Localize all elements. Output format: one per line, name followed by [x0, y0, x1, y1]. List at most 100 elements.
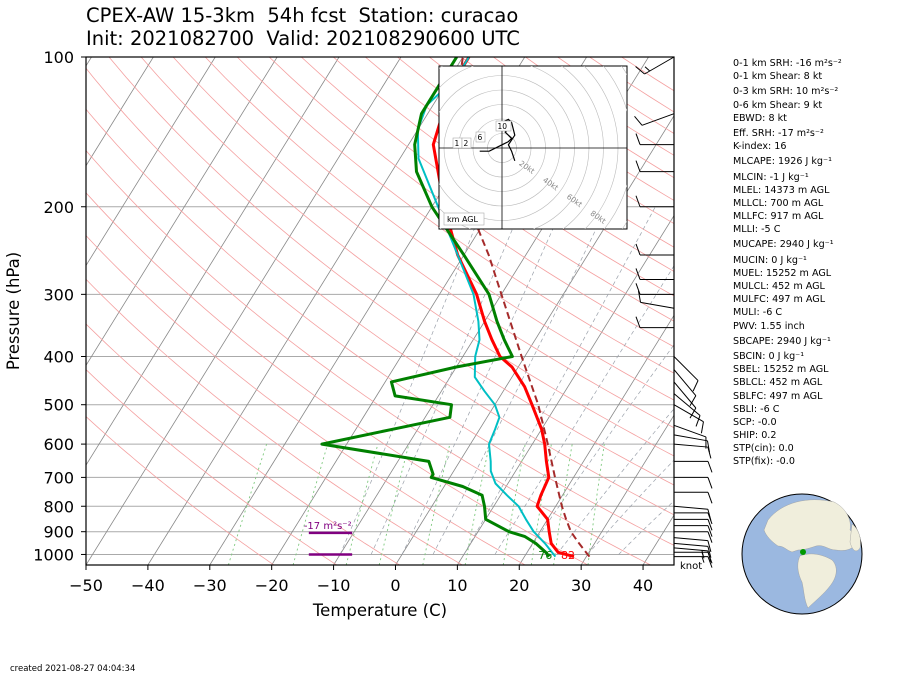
dry-adiabat-line [86, 150, 651, 565]
y-tick-label: 400 [43, 348, 74, 367]
x-axis-label: Temperature (C) [312, 601, 447, 620]
y-tick-label: 600 [43, 435, 74, 454]
x-tick-label: 30 [571, 576, 591, 595]
plot-area [86, 57, 674, 565]
chart-title-line2: Init: 2021082700 Valid: 202108290600 UTC [86, 27, 520, 50]
hodograph-height-label: 6 [478, 133, 483, 142]
hodograph-height-box [475, 131, 486, 143]
dry-adiabat-line [86, 416, 275, 565]
sounding-parameters: 0-1 km SRH: -16 m²s⁻² 0-1 km Shear: 8 kt 0… [733, 57, 842, 469]
isotherm-line [86, 57, 402, 565]
wind-barb [674, 531, 713, 543]
dry-adiabat-line [86, 235, 526, 565]
wind-barb-flag [706, 440, 711, 453]
wind-barb-flag [707, 446, 712, 459]
wind-barb-flag [635, 268, 641, 280]
wind-barb-flag [707, 550, 712, 563]
x-tick-label: −40 [131, 576, 165, 595]
wind-barb [674, 476, 713, 489]
x-tick-label: −10 [317, 576, 351, 595]
srh-label: -17 m²s⁻² [304, 521, 352, 532]
isotherm-line [86, 57, 340, 466]
wind-barb-flag [635, 133, 641, 145]
y-axis-label: Pressure (hPa) [4, 252, 23, 370]
dry-adiabat-line [86, 67, 674, 516]
wind-barb [635, 268, 674, 280]
dry-adiabat-line [86, 323, 400, 565]
isotherm-line [86, 57, 278, 367]
param-line: 0-3 km SRH: 10 m²s⁻² [733, 86, 839, 98]
isotherm-line [86, 57, 154, 167]
wind-barb-flag [707, 540, 712, 553]
wind-barb-flag [692, 380, 699, 392]
dry-adiabat-line [301, 57, 674, 322]
param-line: SBCAPE: 2940 J kg⁻¹ [733, 335, 831, 347]
dry-adiabat-line [204, 57, 674, 401]
moist-adiabat-line [401, 206, 564, 555]
y-tick-label: 1000 [33, 545, 74, 564]
x-tick-label: −30 [193, 576, 227, 595]
wind-barb [673, 369, 697, 407]
wind-barb-flag [707, 531, 713, 543]
param-line: STP(fix): -0.0 [733, 456, 795, 468]
wind-barb [673, 381, 697, 419]
wind-barb-staff [644, 56, 675, 75]
globe-south-america [797, 553, 837, 609]
hodograph-units-label: km AGL [447, 215, 479, 224]
chart-title-line1: CPEX-AW 15-3km 54h fcst Station: curacao [86, 4, 519, 27]
dry-adiabat-line [365, 57, 674, 272]
wind-barb-flag [635, 66, 645, 75]
x-tick-label: 40 [633, 576, 653, 595]
wind-barb-staff [673, 542, 708, 547]
moist-adiabat-line [463, 206, 656, 555]
isotherm-line [86, 57, 216, 267]
wind-barb-staff [673, 356, 699, 381]
wind-barb [635, 316, 674, 329]
wind-barb-flag [635, 243, 641, 256]
wind-barb-flag [635, 316, 641, 328]
hodograph-units-box [443, 212, 485, 226]
mixing-ratio-line [464, 444, 490, 565]
dry-adiabat-line [108, 57, 674, 486]
param-line: 0-6 km Shear: 9 kt [733, 99, 823, 111]
isotherm-line [457, 214, 674, 565]
globe-north-america [763, 499, 857, 553]
dry-adiabat-line [268, 57, 674, 348]
wind-barb [635, 56, 675, 75]
wind-barb-staff [673, 547, 708, 552]
hodograph-height-label: 10 [498, 122, 508, 131]
wind-barb-staff [673, 505, 708, 510]
surface-dewpoint-label: 76 [538, 549, 552, 562]
param-line: MULCL: 452 m AGL [733, 281, 825, 292]
dewpoint-trace [320, 57, 551, 558]
wind-barb-staff [673, 369, 697, 396]
wind-barb [674, 491, 713, 504]
isotherm-line [147, 57, 464, 565]
param-line: SBEL: 15252 m AGL [733, 364, 829, 376]
wind-barb-flag [635, 195, 641, 207]
wind-barb-flag [707, 525, 713, 537]
param-line: MUCAPE: 2940 J kg⁻¹ [733, 239, 834, 251]
wind-barb [673, 424, 707, 449]
param-line: SBCIN: 0 J kg⁻¹ [733, 350, 805, 362]
param-line: MULI: -6 C [733, 307, 783, 319]
wind-barb [635, 195, 674, 208]
hodograph-height-box [495, 120, 512, 132]
x-tick-label: −20 [255, 576, 289, 595]
y-tick-label: 200 [43, 198, 74, 217]
isotherm-line [518, 314, 674, 565]
wind-barb-staff [640, 301, 675, 309]
param-line: MLCAPE: 1926 J kg⁻¹ [733, 156, 832, 168]
wind-barb [635, 283, 674, 295]
wind-barb [673, 434, 711, 453]
param-line: SBLFC: 497 m AGL [733, 390, 823, 402]
wind-barb-staff [641, 113, 675, 126]
wind-barb [674, 556, 713, 568]
wind-barb-flag [635, 283, 641, 295]
moist-adiabat-line [432, 206, 608, 555]
wind-barb [635, 133, 674, 146]
param-line: STP(cin): 0.0 [733, 443, 794, 455]
wind-barb-flag [689, 407, 697, 419]
param-line: Eff. SRH: -17 m²s⁻² [733, 127, 824, 139]
